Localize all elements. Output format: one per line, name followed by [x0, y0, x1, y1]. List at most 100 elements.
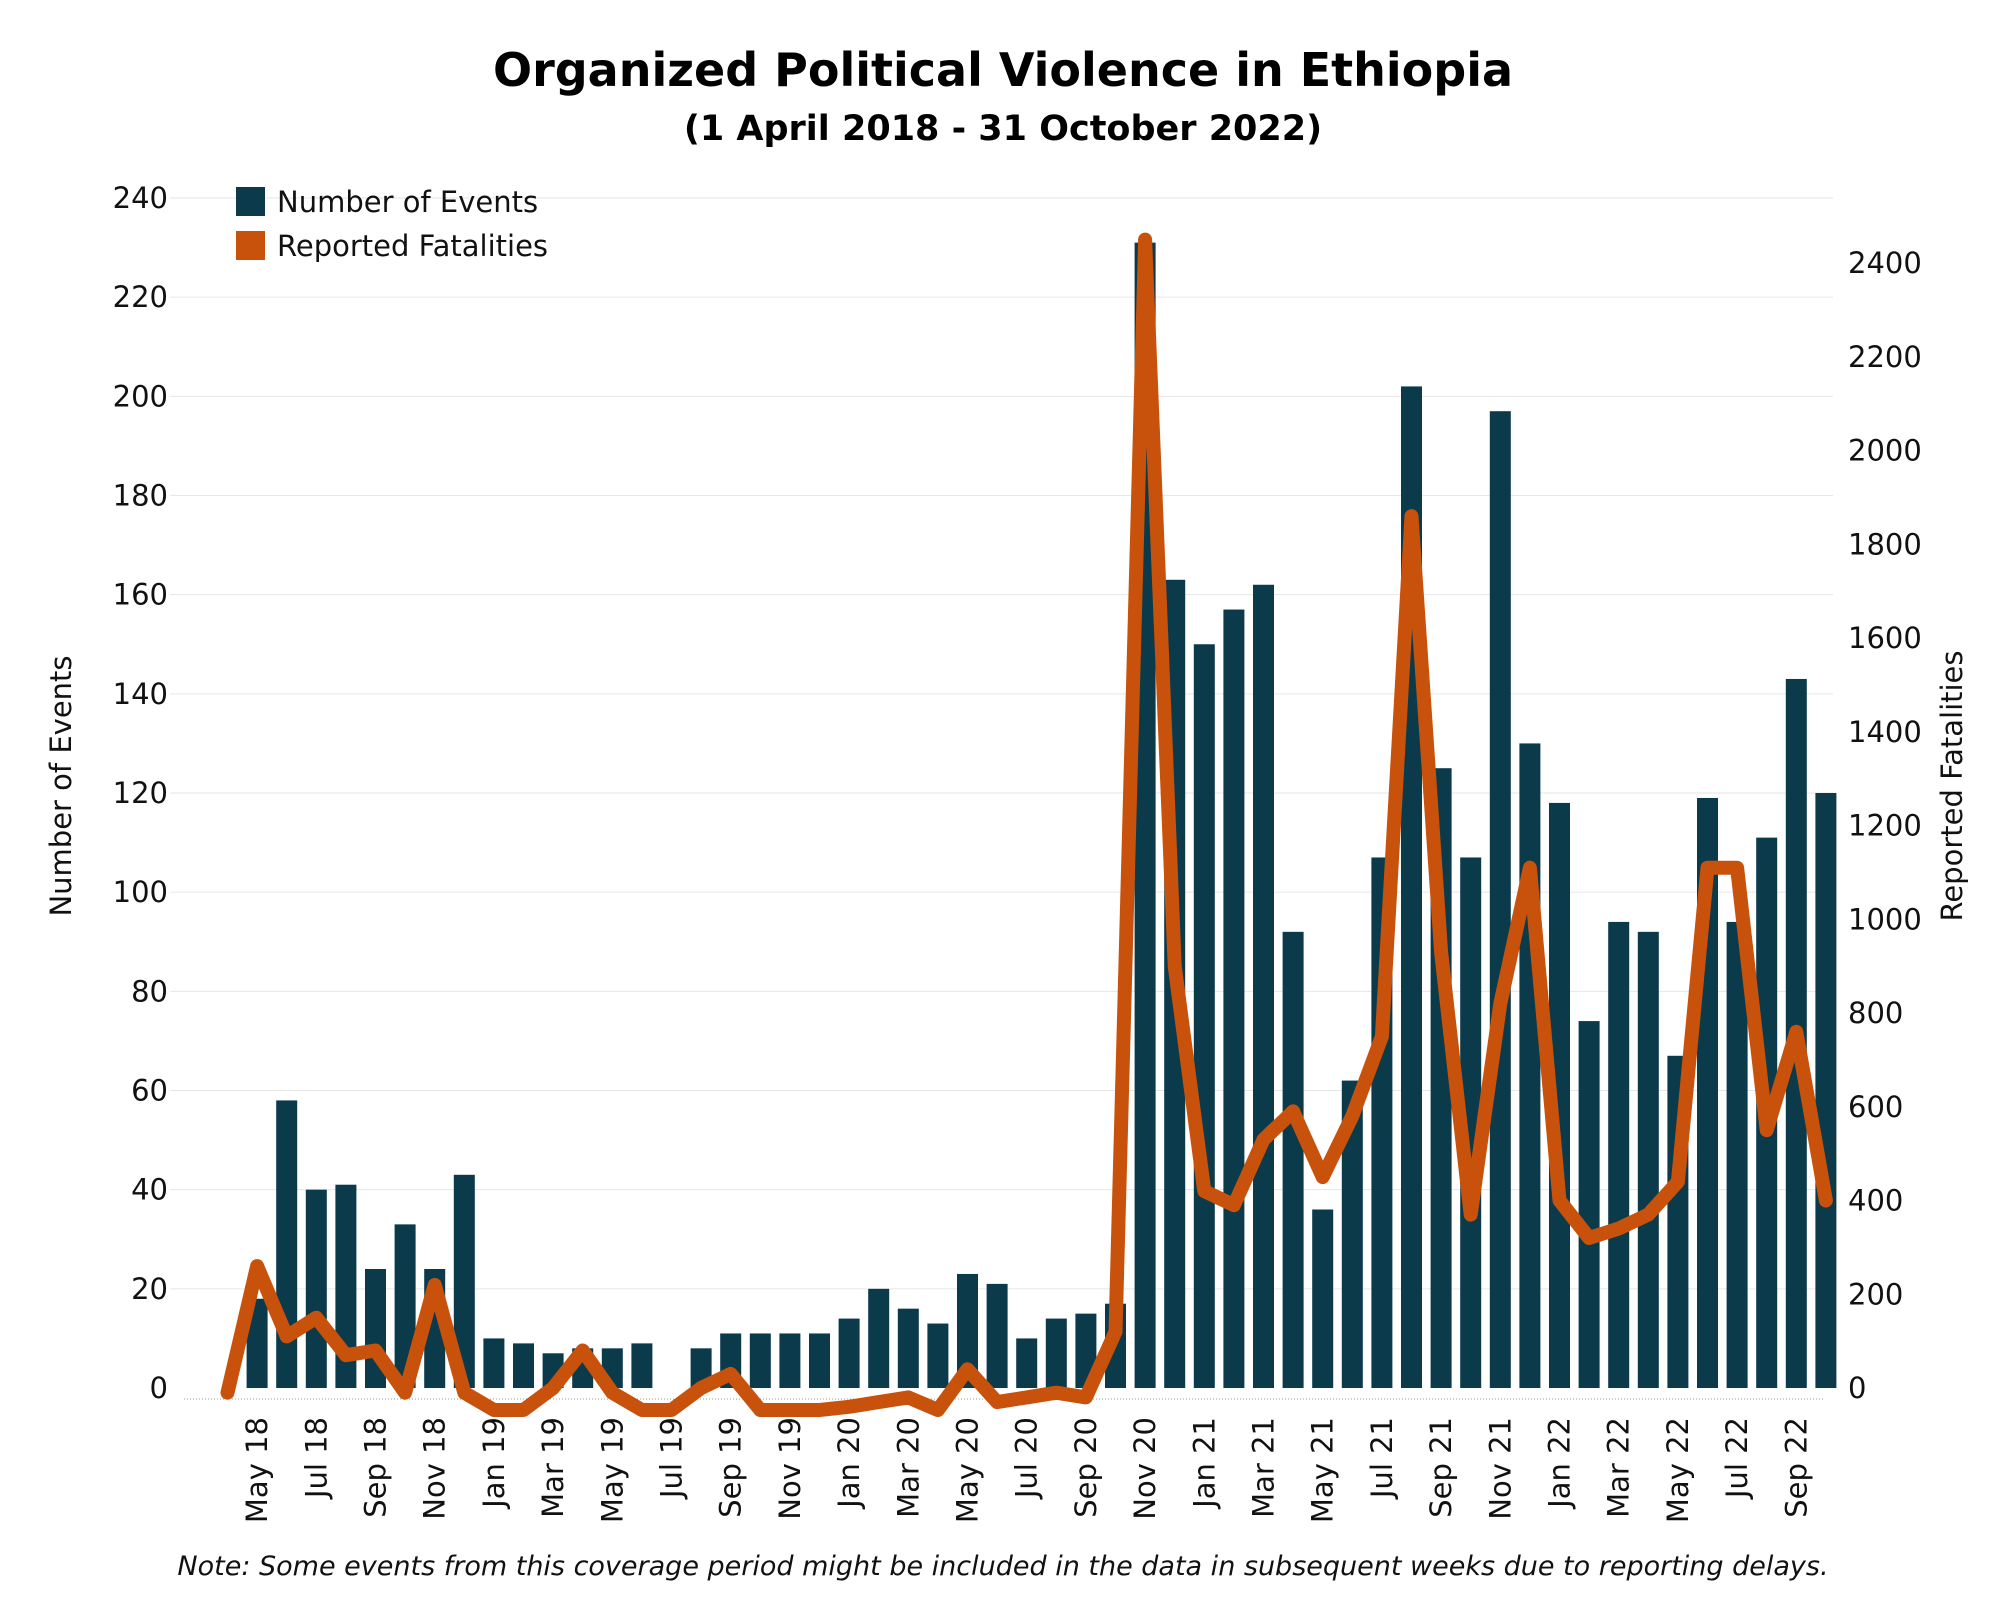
bar-feb-19	[513, 1343, 534, 1388]
x-tick-label: Jul 20	[1010, 1417, 1044, 1500]
bar-jun-19	[631, 1343, 653, 1388]
bar-aug-20	[1045, 1318, 1067, 1388]
y-axis-left-title: Number of Events	[44, 655, 78, 916]
bar-jan-22	[1549, 802, 1570, 1388]
y-right-tick-label: 2200	[1848, 340, 1922, 374]
bar-feb-21	[1223, 609, 1245, 1388]
x-tick-label: May 18	[240, 1417, 274, 1523]
x-tick-label: Mar 19	[536, 1417, 570, 1518]
bar-dec-18	[453, 1174, 475, 1388]
bar-jan-21	[1193, 644, 1215, 1388]
y-left-tick-label: 100	[113, 875, 168, 909]
bar-jun-18	[276, 1100, 298, 1388]
bar-nov-19	[779, 1333, 801, 1388]
x-tick-label: May 21	[1306, 1417, 1340, 1523]
bar-oct-22	[1815, 793, 1837, 1388]
bar-oct-18	[394, 1224, 416, 1388]
y-left-tick-label: 140	[113, 677, 168, 711]
y-right-tick-label: 800	[1848, 996, 1903, 1030]
x-tick-label: Jul 19	[655, 1417, 689, 1500]
x-tick-label: Jan 20	[832, 1417, 866, 1510]
x-tick-label: Mar 21	[1247, 1417, 1281, 1518]
bar-jul-20	[1016, 1338, 1038, 1388]
bar-oct-19	[749, 1333, 771, 1388]
x-tick-label: May 22	[1661, 1417, 1695, 1523]
y-right-tick-label: 0	[1848, 1371, 1866, 1405]
x-tick-label: Sep 22	[1779, 1417, 1813, 1518]
x-tick-label: Nov 18	[418, 1417, 452, 1520]
x-tick-label: Jan 22	[1543, 1417, 1577, 1510]
y-right-tick-label: 2000	[1848, 434, 1922, 468]
bar-mar-21	[1253, 584, 1274, 1388]
bar-dec-19	[809, 1333, 830, 1388]
y-right-tick-label: 1000	[1848, 902, 1922, 936]
x-tick-label: Sep 20	[1069, 1417, 1103, 1518]
bar-may-18	[246, 1298, 268, 1388]
bar-mar-20	[897, 1308, 919, 1388]
y-right-tick-label: 1600	[1848, 621, 1922, 655]
y-left-tick-label: 40	[131, 1173, 168, 1207]
y-left-tick-label: 220	[113, 280, 168, 314]
x-tick-label: Jul 18	[299, 1417, 333, 1500]
legend-label-number-of-events: Number of Events	[277, 185, 538, 219]
chart-note: Note: Some events from this coverage per…	[177, 1551, 1828, 1582]
x-tick-label: Nov 21	[1483, 1417, 1517, 1520]
y-left-tick-label: 80	[131, 974, 168, 1008]
x-tick-label: Nov 19	[773, 1417, 807, 1520]
bar-feb-20	[868, 1288, 890, 1388]
y-axis-right-title: Reported Fatalities	[1935, 650, 1969, 921]
y-right-tick-label: 1400	[1848, 715, 1922, 749]
y-left-tick-label: 200	[113, 379, 168, 413]
x-tick-label: Mar 20	[891, 1417, 925, 1518]
y-left-tick-label: 20	[131, 1272, 168, 1306]
y-left-tick-label: 120	[113, 776, 168, 810]
bar-jan-20	[838, 1318, 860, 1388]
bars-number-of-events	[246, 242, 1837, 1389]
bar-jan-19	[483, 1338, 505, 1388]
y-right-tick-label: 1200	[1848, 809, 1922, 843]
bar-jul-22	[1726, 921, 1748, 1388]
y-right-tick-label: 400	[1848, 1184, 1903, 1218]
bar-aug-18	[335, 1184, 357, 1388]
series-line-reported-fatalities	[220, 232, 1833, 1417]
x-tick-label: Jul 21	[1365, 1417, 1399, 1500]
x-tick-label: Sep 19	[714, 1417, 748, 1518]
y-left-tick-label: 0	[150, 1371, 168, 1405]
bar-mar-22	[1608, 921, 1630, 1388]
x-tick-label: Mar 22	[1602, 1417, 1636, 1518]
x-tick-label: Jan 21	[1187, 1417, 1221, 1510]
bar-apr-21	[1282, 931, 1304, 1388]
bar-jun-21	[1341, 1080, 1363, 1388]
x-axis: May 18 Jul 18 Sep 18 Nov 18 Jan 19 Mar 19 May …	[240, 1417, 1813, 1523]
y-left-tick-label: 160	[113, 578, 168, 612]
x-tick-label: May 20	[951, 1417, 985, 1523]
y-left-tick-label: 180	[113, 479, 168, 513]
y-right-tick-label: 2400	[1848, 246, 1922, 280]
x-tick-label: Sep 21	[1424, 1417, 1458, 1518]
y-right-tick-label: 200	[1848, 1277, 1903, 1311]
legend: Number of Events Reported Fatalities	[236, 185, 548, 263]
y-left-tick-label: 60	[131, 1074, 168, 1108]
x-tick-label: Nov 20	[1128, 1417, 1162, 1520]
bar-feb-22	[1578, 1021, 1600, 1388]
line-reported-fatalities	[220, 232, 1833, 1417]
chart-subtitle: (1 April 2018 - 31 October 2022)	[684, 109, 1322, 149]
bar-dec-21	[1519, 743, 1541, 1388]
bar-jul-18	[305, 1189, 327, 1388]
y-right-tick-label: 600	[1848, 1090, 1903, 1124]
bar-apr-20	[927, 1323, 949, 1388]
bar-may-21	[1312, 1209, 1334, 1388]
legend-swatch-number-of-events	[236, 187, 265, 216]
x-tick-label: May 19	[595, 1417, 629, 1523]
x-tick-label: Jan 19	[477, 1417, 511, 1510]
y-right-tick-label: 1800	[1848, 527, 1922, 561]
bar-jun-20	[986, 1283, 1008, 1388]
x-tick-label: Sep 18	[359, 1417, 393, 1518]
bar-oct-21	[1460, 857, 1482, 1388]
bar-nov-21	[1489, 411, 1511, 1388]
bar-apr-22	[1637, 931, 1659, 1388]
legend-swatch-reported-fatalities	[236, 231, 265, 260]
bar-may-20	[957, 1273, 978, 1388]
chart-title: Organized Political Violence in Ethiopia	[493, 43, 1513, 97]
legend-label-reported-fatalities: Reported Fatalities	[277, 229, 548, 263]
